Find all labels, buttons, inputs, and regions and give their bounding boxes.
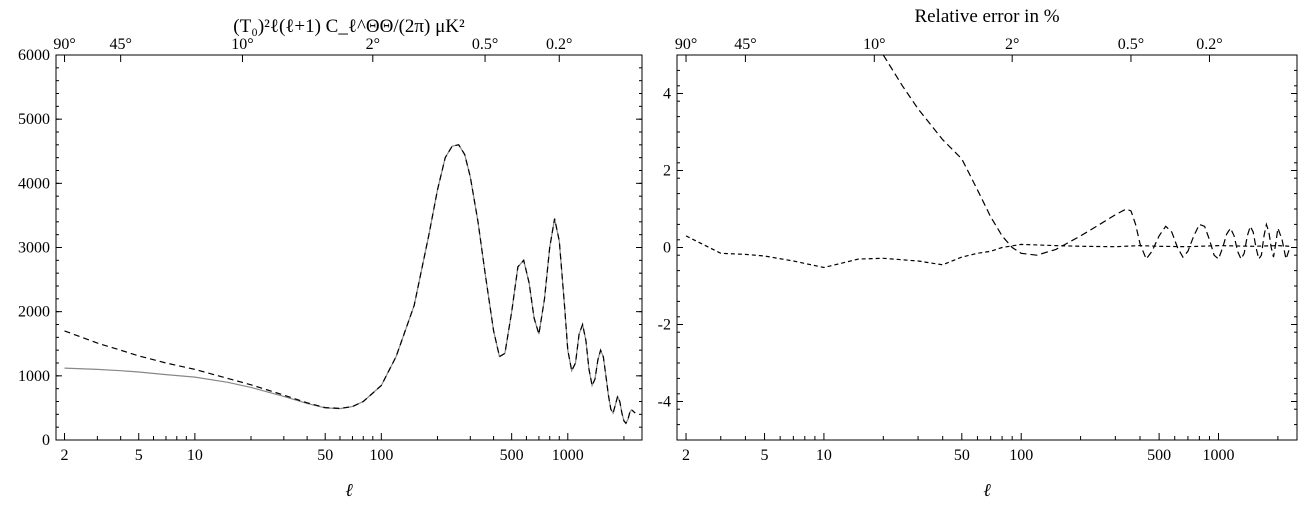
top-tick-label: 90°	[675, 36, 697, 53]
top-tick-label: 0.5°	[472, 36, 498, 53]
top-tick-label: 0.2°	[546, 36, 572, 53]
x-tick-label: 2	[682, 447, 690, 464]
x-tick-label: 50	[317, 447, 333, 464]
y-tick-label: 0	[663, 240, 671, 257]
x-tick-label: 500	[500, 447, 524, 464]
top-tick-label: 45°	[109, 36, 131, 53]
y-tick-label: 3000	[18, 240, 50, 257]
y-tick-label: -2	[658, 317, 671, 334]
x-tick-label: 10	[187, 447, 203, 464]
y-tick-label: 4	[663, 86, 671, 103]
plot-frame	[676, 54, 1298, 441]
top-tick-label: 90°	[53, 36, 75, 53]
series-line-2	[64, 144, 636, 425]
x-axis-label: ℓ	[983, 480, 991, 500]
x-tick-label: 50	[954, 447, 970, 464]
x-tick-label: 1000	[552, 447, 584, 464]
y-tick-label: 0	[42, 432, 50, 449]
x-tick-label: 500	[1147, 447, 1171, 464]
y-tick-label: 6000	[18, 47, 50, 64]
y-tick-label: 5000	[18, 111, 50, 128]
x-tick-label: 5	[761, 447, 769, 464]
top-tick-label: 45°	[734, 36, 756, 53]
series-line-2	[685, 235, 1290, 269]
x-tick-label: 10	[816, 447, 832, 464]
top-tick-label: 10°	[863, 36, 885, 53]
x-tick-label: 100	[1009, 447, 1033, 464]
chart-panel-spectrum: (T₀)²ℓ(ℓ+1) C_ℓ^ΘΘ/(2π) μK² 0 1000 2000 3000…	[18, 16, 643, 500]
chart-title: Relative error in %	[914, 6, 1059, 27]
chart-panel-relative-error: Relative error in % -4 -2 0 2 4 2 5 10 50 100 500 10…	[658, 6, 1298, 500]
top-tick-label: 0.2°	[1196, 36, 1222, 53]
top-tick-label: 10°	[231, 36, 253, 53]
x-axis-label: ℓ	[345, 480, 353, 500]
y-tick-label: 1000	[18, 368, 50, 385]
series-line-1	[64, 144, 636, 425]
top-tick-label: 0.5°	[1118, 36, 1144, 53]
top-tick-label: 2°	[366, 36, 380, 53]
series-line-1	[882, 55, 1291, 262]
y-tick-label: 4000	[18, 175, 50, 192]
x-tick-label: 100	[369, 447, 393, 464]
y-tick-label: 2000	[18, 304, 50, 321]
y-tick-label: -4	[658, 394, 671, 411]
chart-title: (T₀)²ℓ(ℓ+1) C_ℓ^ΘΘ/(2π) μK²	[233, 16, 465, 37]
top-tick-label: 2°	[1005, 36, 1019, 53]
plot-frame	[55, 54, 643, 441]
x-tick-label: 1000	[1202, 447, 1234, 464]
x-tick-label: 5	[135, 447, 143, 464]
x-tick-label: 2	[61, 447, 69, 464]
y-tick-label: 2	[663, 163, 671, 180]
